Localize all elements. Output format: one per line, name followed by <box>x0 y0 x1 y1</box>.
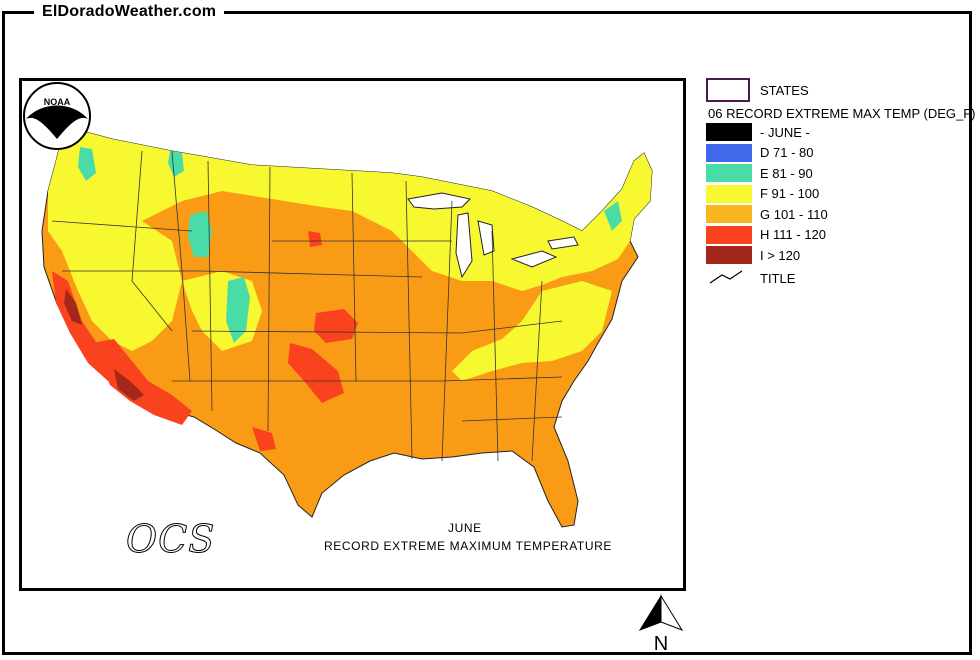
zone-81-90-cascades <box>78 147 96 181</box>
legend-states-label: STATES <box>760 82 809 98</box>
legend-swatch <box>706 143 752 162</box>
legend-swatch <box>706 123 752 141</box>
legend-class-row[interactable]: G 101 - 110 <box>706 204 828 224</box>
site-title[interactable]: ElDoradoWeather.com <box>34 3 225 21</box>
noaa-logo-icon: NOAA <box>23 82 91 150</box>
zone-81-90-montana <box>168 151 184 177</box>
legend-title-label: TITLE <box>760 270 796 286</box>
legend-class-label: E 81 - 90 <box>760 165 813 181</box>
legend-swatch <box>706 164 752 182</box>
zone-91-100-appalachia <box>452 281 612 381</box>
us-temperature-map <box>41 128 653 528</box>
legend-heading: 06 RECORD EXTREME MAX TEMP (DEG_F) <box>708 106 976 121</box>
zone-91-100-north <box>48 129 652 291</box>
legend-swatch <box>706 205 752 223</box>
zone-111-120-west-texas <box>252 427 276 451</box>
legend-class-label: F 91 - 100 <box>760 186 820 201</box>
great-lakes <box>407 192 579 279</box>
legend-class-label: I > 120 <box>760 247 801 263</box>
legend-class-row[interactable]: F 91 - 100 <box>706 184 819 204</box>
legend-class-label: H 111 - 120 <box>760 227 827 242</box>
legend-class-label: - JUNE - <box>760 124 810 140</box>
north-label: N <box>654 633 668 654</box>
zone-111-120-south-dakota <box>308 231 322 247</box>
state-boundaries <box>51 150 563 462</box>
outer-frame <box>2 11 972 655</box>
map-panel: NOAA OCS JUNE RECORD EXTREME MAXIMUM TEM… <box>19 78 686 591</box>
legend-class-row[interactable]: D 71 - 80 <box>706 143 813 163</box>
states-swatch <box>706 78 750 102</box>
legend-class-row[interactable]: E 81 - 90 <box>706 163 813 183</box>
legend-class-row[interactable]: H 111 - 120 <box>706 225 826 245</box>
svg-text:NOAA: NOAA <box>44 97 71 107</box>
title-line-icon <box>709 270 743 284</box>
north-arrow-icon: N <box>638 594 684 654</box>
legend-swatch <box>706 225 752 244</box>
legend-title-row[interactable]: TITLE <box>706 268 795 288</box>
map-legend: STATES 06 RECORD EXTREME MAX TEMP (DEG_F… <box>706 78 980 298</box>
ocs-label: OCS <box>125 517 216 562</box>
map-caption-month: JUNE <box>448 521 482 535</box>
legend-class-label: G 101 - 110 <box>760 206 828 222</box>
zone-111-120-desert-sw <box>92 339 192 425</box>
legend-class-row[interactable]: I > 120 <box>706 245 800 265</box>
map-caption-title: RECORD EXTREME MAXIMUM TEMPERATURE <box>324 539 612 553</box>
zone-81-90-wyoming <box>188 211 212 257</box>
zone-81-90-colorado <box>226 277 250 343</box>
legend-states-row[interactable]: STATES <box>706 78 809 102</box>
zone-111-120-kansas <box>314 309 358 343</box>
legend-swatch <box>706 184 752 203</box>
zone-over-120-lower-colorado <box>114 369 144 401</box>
zone-over-120-death-valley <box>64 289 82 325</box>
zone-111-120-oklahoma <box>288 343 344 403</box>
legend-class-label: D 71 - 80 <box>760 145 814 160</box>
legend-swatch <box>706 246 752 264</box>
legend-class-row[interactable]: - JUNE - <box>706 122 810 142</box>
zone-91-100-west <box>62 221 182 351</box>
zone-81-90-northeast <box>604 201 622 231</box>
